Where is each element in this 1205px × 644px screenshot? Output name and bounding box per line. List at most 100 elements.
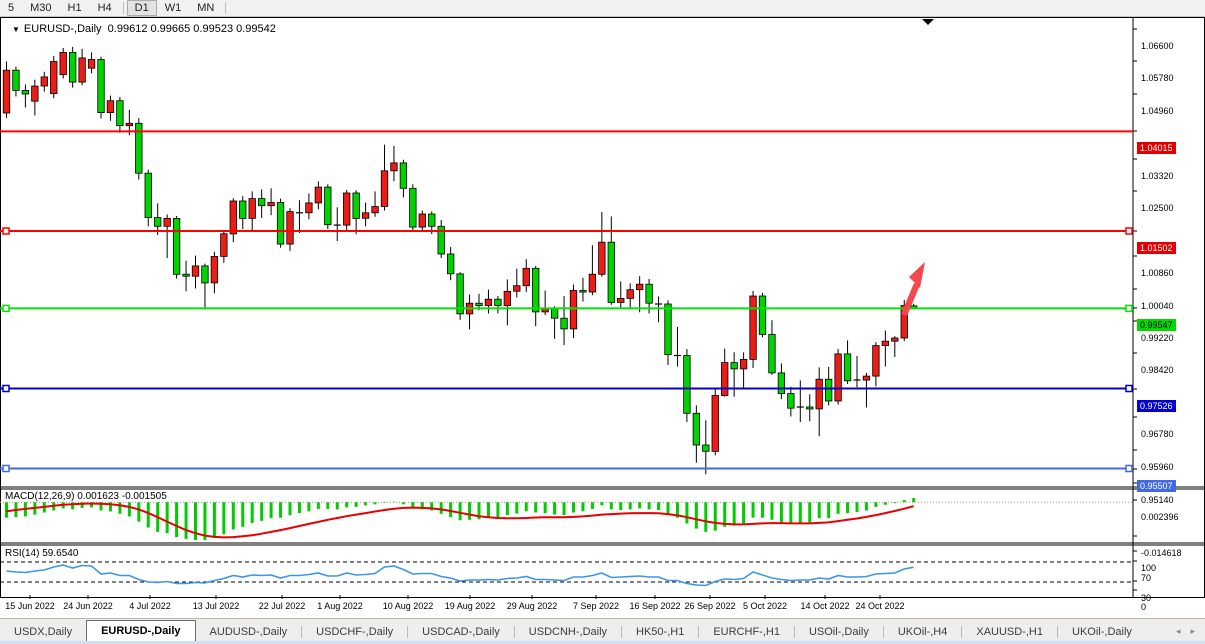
candle-body (550, 308, 559, 319)
line-handle[interactable] (2, 464, 10, 473)
candle-body (513, 285, 521, 292)
chart-shift-marker-icon[interactable] (922, 19, 934, 25)
candle-body (560, 317, 568, 330)
chart-tab-usdcad-daily[interactable]: USDCAD-,Daily (422, 626, 500, 638)
rsi-indicator-label: RSI(14) 59.6540 (5, 548, 79, 559)
timeframe-toolbar: 5 M30 H1 H4 D1 W1 MN (0, 0, 1205, 17)
line-handle[interactable] (1125, 384, 1133, 393)
date-axis-label: 29 Aug 2022 (506, 601, 558, 611)
candle-body (409, 187, 417, 228)
timeframe-button-5[interactable]: 5 (8, 2, 15, 14)
date-axis-label: 5 Oct 2022 (742, 601, 788, 611)
chart-tab-ukoil-daily[interactable]: UKOil-,Daily (1072, 626, 1132, 638)
candle-body (721, 362, 729, 396)
chart-tab-usdchf-daily[interactable]: USDCHF-,Daily (316, 626, 394, 638)
candle-body (494, 298, 502, 306)
candle-body (267, 202, 275, 207)
candle-body (664, 303, 672, 356)
chart-tab-hk50-h1[interactable]: HK50-,H1 (636, 626, 685, 638)
candle-body (314, 186, 323, 204)
line-handle[interactable] (1125, 464, 1133, 473)
line-handle[interactable] (2, 227, 10, 235)
candle-body (843, 353, 852, 382)
rsi-axis-label: 0 (1141, 602, 1147, 612)
candle-body (636, 283, 644, 291)
chart-tab-xauusd-h1[interactable]: XAUUSD-,H1 (976, 626, 1043, 638)
candle-body (645, 283, 653, 304)
timeframe-button-mn[interactable]: MN (197, 2, 215, 14)
tab-separator (961, 626, 963, 638)
candle-body (229, 200, 237, 235)
arrow-annotation-shaft[interactable] (901, 283, 920, 316)
candle-body (163, 217, 171, 227)
chart-tab-eurusd-daily[interactable]: EURUSD-,Daily (86, 620, 196, 642)
time-axis[interactable]: 15 Jun 2022 24 Jun 2022 4 Jul 2022 13 Jul 2… (0, 598, 1133, 616)
candle-body (806, 406, 814, 410)
macd-layer (5, 498, 916, 540)
timeframe-button-w1[interactable]: W1 (164, 2, 182, 14)
candle-body (900, 305, 908, 339)
line-handle[interactable] (2, 304, 10, 313)
candle-body (257, 198, 266, 207)
rsi-axis-label: 30 (1141, 593, 1152, 603)
price-axis-label: 0.95960 (1141, 462, 1174, 472)
line-handle[interactable] (2, 384, 10, 393)
timeframe-button-d1[interactable]: D1 (126, 0, 157, 16)
chart-tab-bar: USDX,Daily EURUSD-,Daily AUDUSD-,Daily USDC… (0, 618, 1205, 642)
chart-tab-usdx-daily[interactable]: USDX,Daily (14, 626, 73, 638)
candle-body (371, 206, 379, 214)
chart-tab-usdcnh-daily[interactable]: USDCNH-,Daily (528, 626, 608, 638)
candle-body (380, 170, 389, 207)
scroll-tabs-right-button[interactable]: ▸ (1190, 626, 1195, 636)
timeframe-button-m30[interactable]: M30 (30, 2, 52, 14)
price-chart-canvas[interactable] (0, 17, 1205, 617)
chart-symbol-label: EURUSD-,Daily (23, 23, 102, 35)
price-axis-label: 1.00040 (1141, 301, 1174, 311)
candle-body (125, 122, 133, 127)
candle-body (834, 353, 842, 402)
price-axis-label: 1.00860 (1141, 268, 1174, 278)
candle-body (97, 59, 105, 113)
price-axis-label: 0.98420 (1141, 365, 1174, 375)
candle-body (361, 212, 370, 219)
status-bar-edge (0, 641, 1205, 644)
chart-tab-eurchf-h1[interactable]: EURCHF-,H1 (713, 626, 780, 638)
line-handle[interactable] (1125, 304, 1133, 313)
macd-indicator-label: MACD(12,26,9) 0.001623 -0.001505 (5, 491, 167, 502)
candle-body (617, 297, 625, 303)
candle-body (428, 213, 436, 227)
candle-body (522, 267, 530, 287)
candle-body (777, 372, 786, 394)
rsi-line (6, 564, 914, 587)
horizontal-lines-layer (0, 130, 1133, 473)
candle-body (484, 298, 493, 306)
timeframe-button-h1[interactable]: H1 (67, 2, 82, 14)
chart-tab-ukoil-h4[interactable]: UKOil-,H4 (897, 626, 948, 638)
chart-dropdown-icon[interactable]: ▼ (12, 25, 20, 34)
date-axis-label: 10 Aug 2022 (382, 601, 434, 611)
price-axis-label: 0.96780 (1141, 429, 1174, 439)
candle-body (399, 162, 408, 189)
chart-tab-audusd-daily[interactable]: AUDUSD-,Daily (209, 626, 288, 638)
candle-body (135, 122, 143, 174)
arrow-annotation-head[interactable] (909, 262, 925, 288)
candle-body (702, 444, 710, 452)
candle-body (692, 412, 700, 446)
candle-body (456, 273, 464, 315)
candle-body (437, 225, 445, 255)
timeframe-button-h4[interactable]: H4 (97, 2, 112, 14)
date-axis-label: 24 Oct 2022 (855, 601, 905, 611)
candle-body (588, 273, 597, 293)
price-axis-label: 1.02500 (1141, 203, 1174, 213)
scroll-tabs-left-button[interactable]: ◂ (1175, 626, 1181, 636)
candle-body (201, 265, 209, 284)
line-handle[interactable] (1125, 227, 1133, 235)
candle-body (116, 100, 124, 127)
tab-separator (407, 626, 409, 638)
tab-separator (698, 626, 700, 638)
candle-body (390, 162, 398, 172)
candle-body (815, 378, 823, 410)
candle-body (862, 375, 871, 381)
chart-tab-usoil-daily[interactable]: USOil-,Daily (808, 626, 869, 638)
